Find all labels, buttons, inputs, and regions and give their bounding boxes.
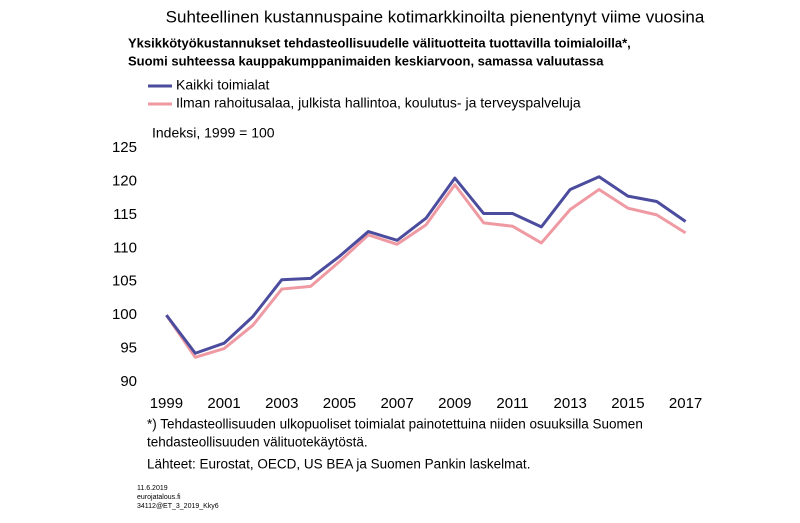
y-tick-label: 120 (112, 172, 137, 189)
y-tick-label: 95 (120, 340, 137, 357)
y-tick-label: 125 (112, 139, 137, 156)
x-tick-label: 2003 (265, 395, 298, 412)
footnote: tehdasteollisuuden välituotekäytöstä. (147, 435, 368, 450)
x-tick-label: 2005 (323, 395, 356, 412)
x-tick-label: 1999 (150, 395, 183, 412)
note: eurojatalous.fi (137, 494, 181, 501)
y-tick-label: 100 (112, 306, 137, 323)
x-tick-label: 2009 (438, 395, 471, 412)
y-tick-label: 90 (120, 373, 137, 390)
series-line (165, 175, 687, 355)
x-tick-label: 2011 (496, 395, 528, 412)
x-tick-label: 2017 (669, 395, 702, 412)
y-tick-label: 105 (112, 273, 137, 290)
legend-label: Kaikki toimialat (176, 77, 269, 93)
legend-label: Ilman rahoitusalaa, julkista hallintoa, … (176, 95, 581, 111)
chart-subtitle: Yksikkötyökustannukset tehdasteollisuude… (128, 35, 631, 50)
series-line (165, 183, 687, 359)
source: Lähteet: Eurostat, OECD, US BEA ja Suome… (147, 457, 530, 472)
chart-subtitle: Suomi suhteessa kauppakumppanimaiden kes… (128, 53, 604, 68)
footnote: *) Tehdasteollisuuden ulkopuoliset toimi… (147, 417, 643, 432)
x-tick-label: 2013 (554, 395, 587, 412)
y-tick-label: 110 (113, 239, 137, 256)
note: 11.6.2019 (137, 485, 168, 492)
y-axis-label: Indeksi, 1999 = 100 (152, 125, 275, 141)
x-tick-label: 2015 (611, 395, 644, 412)
note: 34112@ET_3_2019_Kky6 (137, 503, 219, 510)
x-tick-label: 2007 (380, 395, 413, 412)
x-tick-label: 2001 (207, 395, 240, 412)
y-tick-label: 115 (113, 206, 137, 223)
chart-title: Suhteellinen kustannuspaine kotimarkkino… (166, 7, 705, 26)
